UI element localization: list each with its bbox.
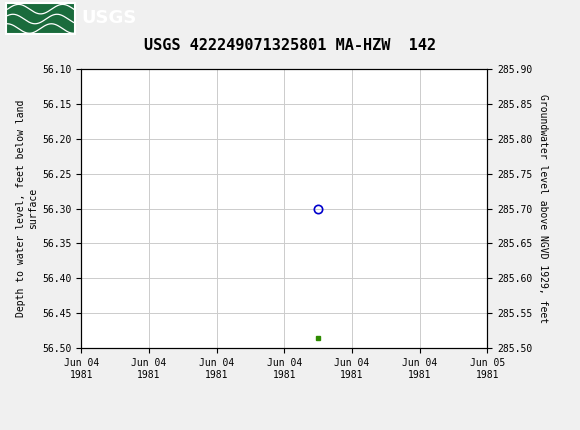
Y-axis label: Depth to water level, feet below land
surface: Depth to water level, feet below land su…	[16, 100, 38, 317]
Text: USGS: USGS	[81, 9, 136, 27]
Bar	[6, 3, 75, 34]
Y-axis label: Groundwater level above NGVD 1929, feet: Groundwater level above NGVD 1929, feet	[538, 94, 548, 323]
Text: USGS 422249071325801 MA-HZW  142: USGS 422249071325801 MA-HZW 142	[144, 38, 436, 52]
